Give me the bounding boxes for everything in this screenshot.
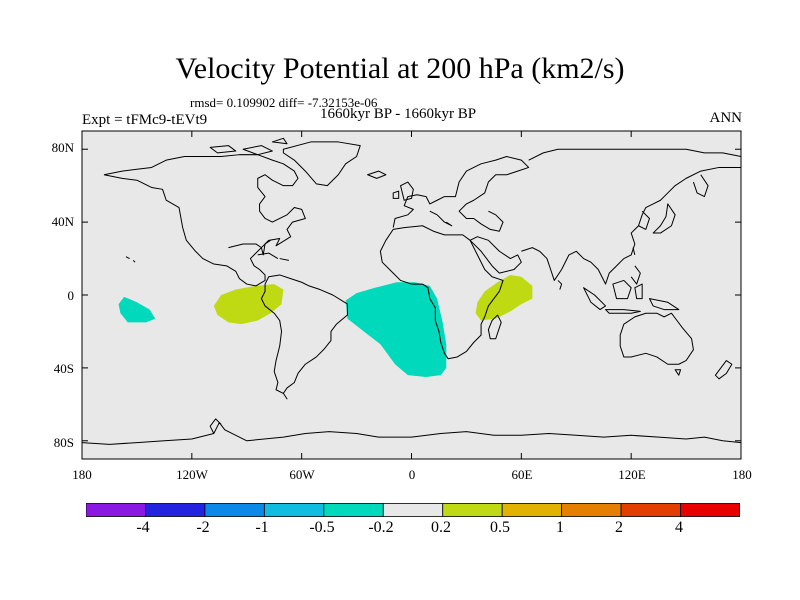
colorbar-label: 2 <box>615 519 623 536</box>
coast-caribbean <box>257 252 289 261</box>
coast-italy <box>429 210 453 227</box>
anomaly-region-central-pacific <box>118 296 156 323</box>
colorbar-label: -0.5 <box>309 519 335 536</box>
lon-label-180e: 180 <box>732 467 752 482</box>
axis-ticks <box>81 131 742 459</box>
lon-label-60e: 60E <box>511 467 533 482</box>
coast-europe <box>392 156 530 232</box>
coast-greenland <box>282 141 361 187</box>
coast-sri-lanka <box>557 280 563 290</box>
colorbar-swatch <box>620 503 681 517</box>
colorbar-label: -2 <box>196 519 210 536</box>
lat-label-40s: 40S <box>53 361 74 376</box>
coast-iceland <box>367 170 387 179</box>
coast-south-america <box>260 274 348 400</box>
coast-arctic-islands <box>209 137 288 156</box>
coast-british-isles <box>392 181 414 201</box>
colorbar-swatch <box>86 503 146 517</box>
rmsd-diff-stats: rmsd= 0.109902 diff= -7.32153e-06 <box>190 95 378 110</box>
colorbar-swatch <box>501 503 563 517</box>
colorbar-swatch <box>680 503 740 517</box>
lat-label-80n: 80N <box>51 140 74 155</box>
colorbar-swatch <box>204 503 265 517</box>
coast-indonesia <box>583 279 680 314</box>
lon-label-120e: 120E <box>618 467 646 482</box>
coast-north-america <box>103 154 306 287</box>
experiment-label: Expt = tFMc9-tEVt9 <box>82 112 208 128</box>
lon-label-180w: 180 <box>72 467 92 482</box>
colorbar-label: 1 <box>556 519 564 536</box>
lat-label-40n: 40N <box>51 214 74 229</box>
coast-africa <box>379 225 504 360</box>
colorbar-swatch <box>442 503 503 517</box>
coast-antarctic-peninsula <box>209 418 222 434</box>
colorbar-swatch <box>561 503 622 517</box>
colorbar-label: 4 <box>675 519 683 536</box>
plot-title: Velocity Potential at 200 hPa (km2/s) <box>175 52 625 85</box>
coast-kamchatka <box>692 174 709 198</box>
colorbar-swatch <box>382 503 444 517</box>
colorbar-swatch <box>323 503 384 517</box>
coast-new-zealand <box>714 360 733 380</box>
coast-taiwan-philippines <box>630 247 641 285</box>
coast-gulf <box>228 239 271 256</box>
coast-tasmania <box>674 369 682 376</box>
anomaly-region-south-atlantic <box>345 282 447 377</box>
lon-label-60w: 60W <box>289 467 315 482</box>
lon-label-120w: 120W <box>176 467 208 482</box>
coast-japan <box>652 203 676 234</box>
coast-asia <box>521 148 742 285</box>
coastlines <box>81 137 742 445</box>
coast-arabia <box>469 236 522 274</box>
coast-australia <box>619 312 694 365</box>
period-label: 1660kyr BP - 1660kyr BP <box>320 106 477 122</box>
colorbar-label: 0.5 <box>490 519 510 536</box>
coast-madagascar <box>487 314 502 340</box>
anomaly-region-indian-ocean <box>475 274 533 321</box>
anomaly-regions <box>118 274 533 377</box>
lat-label-80s: 80S <box>53 435 74 450</box>
colorbar-label: -0.2 <box>368 519 394 536</box>
colorbar-label: 0.2 <box>431 519 451 536</box>
coast-hawaii <box>125 256 136 263</box>
colorbar-swatch <box>145 503 206 517</box>
colorbar-swatch <box>263 503 325 517</box>
anomaly-region-eastern-pacific <box>213 284 284 325</box>
colorbar-label: -4 <box>136 519 150 536</box>
coast-korea <box>638 210 650 230</box>
season-label: ANN <box>709 110 743 126</box>
coast-antarctica <box>81 422 742 445</box>
colorbar <box>86 503 740 517</box>
lat-label-eq: 0 <box>67 288 75 303</box>
lon-label-0: 0 <box>408 467 416 482</box>
colorbar-label: -1 <box>255 519 269 536</box>
